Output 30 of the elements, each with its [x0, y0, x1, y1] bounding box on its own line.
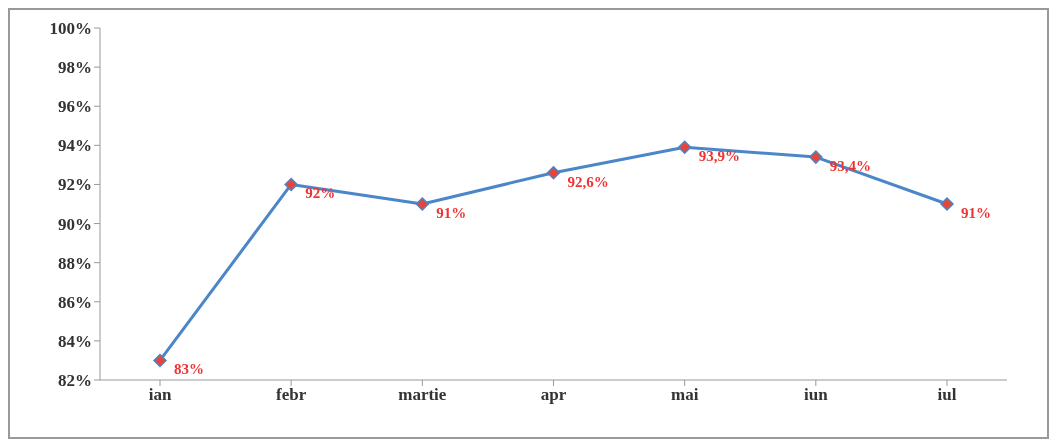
y-tick-label: 98% [58, 58, 92, 78]
y-tick-label: 82% [58, 371, 92, 391]
y-tick-label: 94% [58, 136, 92, 156]
y-tick-label: 84% [58, 331, 92, 351]
x-tick-label: iul [937, 385, 957, 405]
data-label: 92,6% [567, 173, 609, 190]
data-label: 92% [305, 185, 336, 202]
x-tick-label: mai [670, 385, 699, 405]
x-tick-label: ian [148, 385, 172, 405]
data-label: 93,9% [698, 148, 740, 165]
y-tick-label: 86% [58, 292, 92, 312]
point [153, 353, 167, 368]
point [415, 197, 430, 211]
point [809, 150, 823, 164]
x-tick-label: febr [276, 385, 307, 405]
point [284, 177, 298, 192]
x-tick-label: martie [398, 385, 447, 405]
y-tick-label: 100% [49, 19, 92, 39]
data-label: 91% [961, 205, 991, 221]
data-label: 83% [174, 361, 204, 378]
y-tick-label: 92% [58, 175, 92, 195]
y-tick-label: 90% [58, 214, 92, 234]
x-tick-label: iun [804, 385, 829, 405]
point [546, 165, 561, 180]
point [940, 197, 954, 211]
y-tick-label: 96% [58, 97, 92, 117]
y-tick-label: 88% [58, 253, 92, 273]
x-tick-label: apr [540, 385, 567, 405]
data-label: 91% [436, 205, 467, 221]
point [677, 140, 692, 155]
